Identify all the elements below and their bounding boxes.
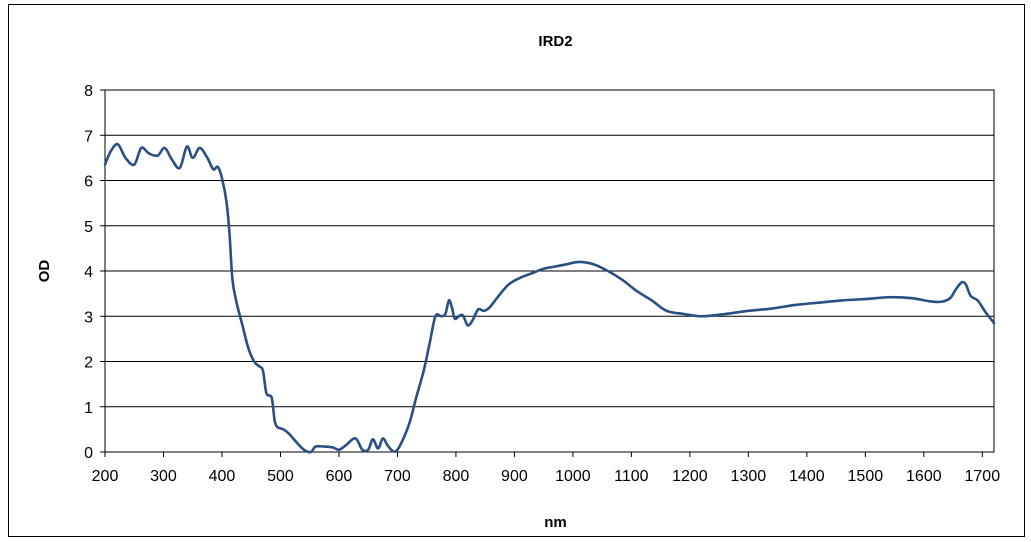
x-tick-label: 800 [443,468,470,485]
x-tick-label: 900 [501,468,528,485]
x-tick-label: 1400 [789,468,825,485]
x-tick-label: 1500 [848,468,884,485]
x-tick-label: 200 [92,468,119,485]
y-tick-label: 5 [84,219,93,236]
x-axis-ticks: 200 300 400 500 600 700 800 900 1000 1100 1200 1300… [92,452,1001,485]
x-tick-label: 400 [209,468,236,485]
series-layer [103,142,996,454]
x-tick-label: 1600 [906,468,942,485]
x-axis-title: nm [544,514,567,531]
x-tick-label: 1100 [614,468,649,485]
x-tick-label: 700 [384,468,411,485]
y-tick-label: 0 [84,445,93,462]
chart-title: IRD2 [538,33,572,50]
y-axis-ticks: 0 1 2 3 4 5 6 7 8 [84,83,105,462]
y-axis-title: OD [36,260,53,283]
gridlines [105,134,994,408]
x-tick-label: 1700 [965,468,1001,485]
x-tick-label: 500 [267,468,294,485]
x-tick-label: 300 [150,468,177,485]
y-tick-label: 6 [84,174,93,191]
x-tick-label: 1000 [555,468,591,485]
x-tick-label: 1300 [731,468,767,485]
chart-frame: IRD2 0 1 2 3 4 5 6 7 8 200 300 400 500 600 700 800 900 1… [8,4,1025,537]
y-tick-label: 2 [84,355,93,372]
y-tick-label: 3 [84,309,93,326]
y-tick-label: 4 [84,264,93,281]
x-tick-label: 600 [326,468,353,485]
line-chart: IRD2 0 1 2 3 4 5 6 7 8 200 300 400 500 600 700 800 900 1… [36,33,1001,531]
x-tick-label: 1200 [672,468,708,485]
y-tick-label: 7 [84,128,93,145]
y-tick-label: 1 [84,400,93,417]
series-line-0 [103,142,996,454]
y-tick-label: 8 [84,83,93,100]
